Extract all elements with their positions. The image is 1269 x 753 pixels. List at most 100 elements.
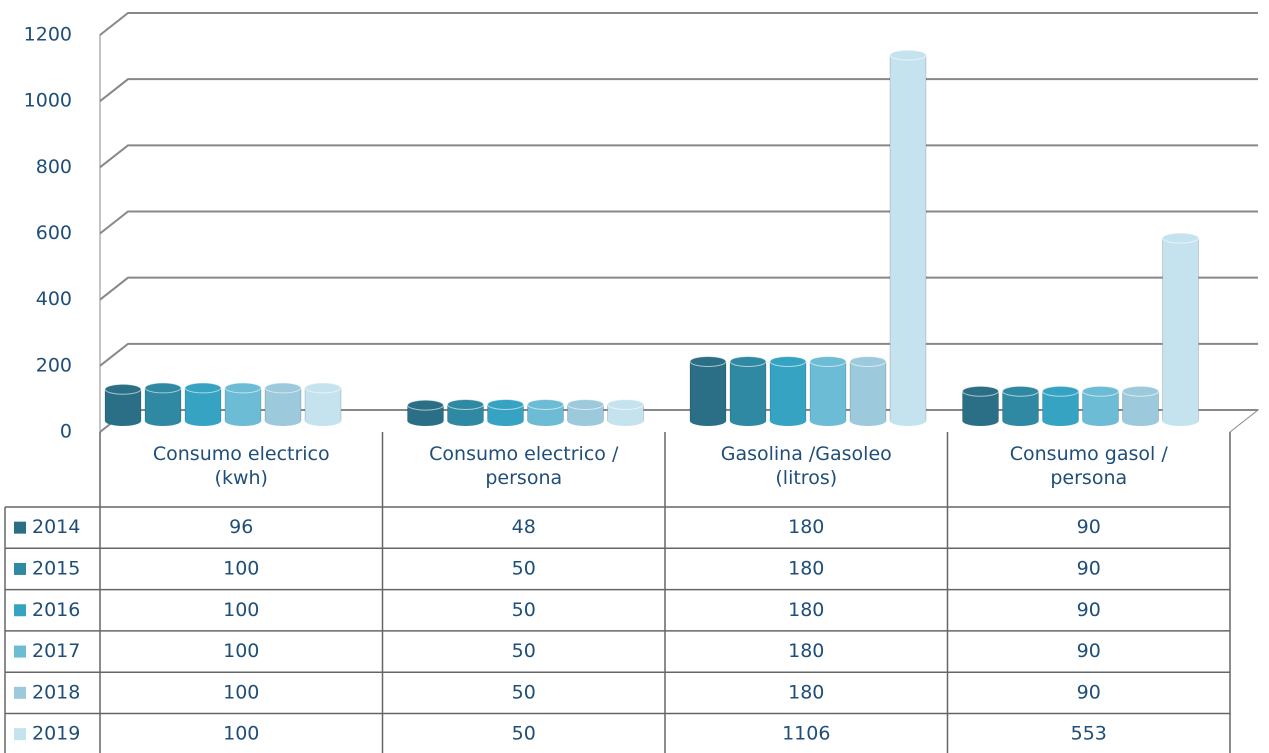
bar-base bbox=[1082, 416, 1119, 426]
table-value: 50 bbox=[512, 557, 536, 579]
bar-base bbox=[487, 416, 524, 426]
bar-base bbox=[407, 416, 444, 426]
bar-top bbox=[1002, 385, 1039, 397]
bar-base bbox=[185, 416, 221, 426]
table-value: 1106 bbox=[782, 723, 830, 745]
bar-base bbox=[1122, 416, 1159, 426]
bar bbox=[809, 360, 847, 422]
grid-line bbox=[99, 342, 1258, 367]
bar-top bbox=[567, 398, 604, 410]
table-value: 100 bbox=[223, 557, 259, 579]
table-value: 90 bbox=[1077, 516, 1101, 538]
bar-base bbox=[1162, 416, 1199, 426]
bar-top bbox=[729, 355, 767, 367]
table-value: 90 bbox=[1077, 640, 1101, 662]
table-value: 180 bbox=[788, 640, 824, 662]
grid-line bbox=[99, 78, 1258, 102]
table-value: 553 bbox=[1071, 723, 1107, 745]
legend-key bbox=[14, 728, 26, 741]
y-tick-label: 1200 bbox=[24, 24, 72, 46]
bar bbox=[769, 360, 807, 422]
grid-line bbox=[99, 276, 1258, 301]
legend-label: 2017 bbox=[32, 640, 80, 662]
bar-top bbox=[264, 382, 302, 394]
table-value: 100 bbox=[223, 640, 259, 662]
bar-top bbox=[689, 355, 727, 367]
bar-top bbox=[769, 355, 807, 367]
bar bbox=[889, 54, 927, 422]
bar-top bbox=[304, 382, 342, 394]
bar-base bbox=[850, 416, 886, 426]
bar-top bbox=[184, 382, 222, 394]
bar-base bbox=[890, 416, 926, 426]
table-value: 90 bbox=[1077, 557, 1101, 579]
legend-key bbox=[14, 562, 26, 575]
y-tick-label: 200 bbox=[36, 354, 72, 376]
table-value: 50 bbox=[512, 681, 536, 703]
grid-line bbox=[99, 144, 1258, 169]
bar bbox=[1162, 237, 1199, 422]
legend-key bbox=[14, 686, 26, 699]
table-value: 100 bbox=[223, 599, 259, 621]
bar-base bbox=[770, 416, 806, 426]
bar-top bbox=[1082, 385, 1119, 397]
table-value: 180 bbox=[788, 681, 824, 703]
bar bbox=[689, 360, 727, 422]
category-label: Consumo gasol / persona bbox=[1009, 443, 1168, 489]
bar-base bbox=[690, 416, 726, 426]
bar bbox=[144, 387, 182, 422]
legend-label: 2019 bbox=[32, 723, 80, 745]
bar bbox=[849, 360, 887, 422]
bar-top bbox=[527, 398, 564, 410]
bar bbox=[729, 360, 767, 422]
table-value: 96 bbox=[229, 516, 253, 538]
bar-base bbox=[105, 416, 141, 426]
bar-top bbox=[889, 49, 927, 61]
legend-label: 2018 bbox=[32, 681, 80, 703]
bar-base bbox=[1002, 416, 1039, 426]
grid-line bbox=[99, 210, 1258, 235]
bar bbox=[224, 387, 262, 422]
bar-base bbox=[527, 416, 564, 426]
bar-top bbox=[1162, 232, 1199, 244]
legend-label: 2014 bbox=[32, 516, 80, 538]
category-label: Consumo electrico / persona bbox=[429, 443, 619, 489]
category-label: Gasolina /Gasoleo (litros) bbox=[720, 443, 892, 489]
table-value: 180 bbox=[788, 557, 824, 579]
bar-base bbox=[810, 416, 846, 426]
bar-top bbox=[104, 383, 142, 395]
legend-label: 2015 bbox=[32, 557, 80, 579]
bar-base bbox=[145, 416, 181, 426]
bar-top bbox=[1122, 385, 1159, 397]
table-value: 50 bbox=[512, 640, 536, 662]
y-tick-label: 800 bbox=[36, 156, 72, 178]
bar-base bbox=[1042, 416, 1079, 426]
table-value: 180 bbox=[788, 516, 824, 538]
table-value: 50 bbox=[512, 599, 536, 621]
table-value: 48 bbox=[512, 516, 536, 538]
legend-key bbox=[14, 521, 26, 534]
bar-base bbox=[607, 416, 644, 426]
table-value: 90 bbox=[1077, 681, 1101, 703]
bar-base bbox=[730, 416, 766, 426]
bar-base bbox=[447, 416, 484, 426]
table-value: 100 bbox=[223, 681, 259, 703]
bar-base bbox=[305, 416, 341, 426]
bar-top bbox=[447, 398, 484, 410]
bar bbox=[304, 387, 342, 422]
bar-base bbox=[962, 416, 999, 426]
bar-top bbox=[962, 385, 999, 397]
legend-key bbox=[14, 604, 26, 617]
y-tick-label: 0 bbox=[60, 421, 72, 443]
bar-top bbox=[487, 398, 524, 410]
category-label: Consumo electrico (kwh) bbox=[152, 443, 330, 489]
bar-top bbox=[849, 355, 887, 367]
table-value: 100 bbox=[223, 723, 259, 745]
bar-base bbox=[265, 416, 301, 426]
bar-top bbox=[809, 355, 847, 367]
bar-base bbox=[225, 416, 261, 426]
table-value: 50 bbox=[512, 723, 536, 745]
bar-base bbox=[567, 416, 604, 426]
